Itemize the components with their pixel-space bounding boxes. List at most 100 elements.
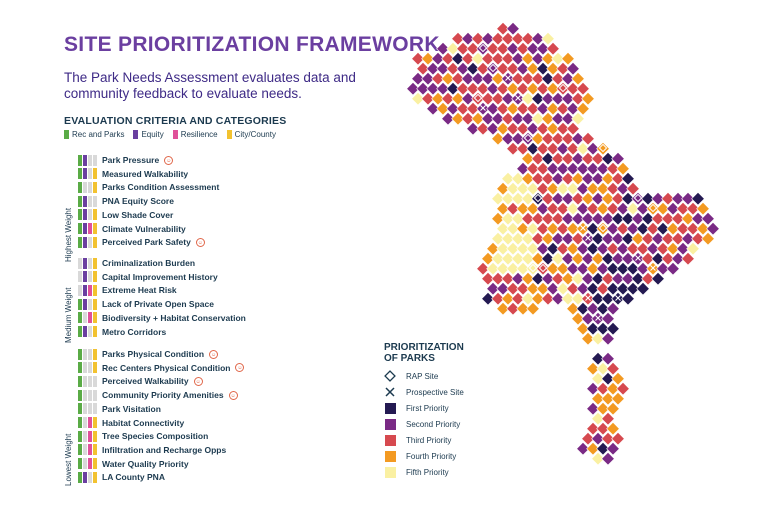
community-feedback-icon: ☺ xyxy=(228,390,238,400)
map-tile xyxy=(561,211,575,226)
map-tile xyxy=(526,121,540,136)
map-tile xyxy=(666,221,680,236)
category-bars xyxy=(78,389,97,401)
map-tile xyxy=(516,41,530,56)
map-tile xyxy=(531,31,545,46)
criteria-row: Low Shade Cover xyxy=(78,209,173,221)
map-tile xyxy=(571,111,585,126)
map-tile xyxy=(531,251,545,266)
map-tile xyxy=(551,91,565,106)
map-tile xyxy=(586,261,600,276)
map-tile xyxy=(471,51,485,66)
map-tile xyxy=(596,181,610,196)
map-tile xyxy=(546,241,560,256)
map-tile xyxy=(701,231,715,246)
map-tile xyxy=(486,281,500,296)
map-tile xyxy=(506,301,520,316)
map-tile xyxy=(626,261,640,276)
map-tile xyxy=(461,111,475,126)
category-bar xyxy=(93,375,97,387)
map-tile xyxy=(436,61,450,76)
map-tile xyxy=(411,71,425,86)
map-tile xyxy=(441,91,455,106)
map-tile xyxy=(641,191,655,206)
criteria-row: Community Priority Amenities ☺ xyxy=(78,389,238,401)
map-tile xyxy=(531,51,545,66)
map-tile xyxy=(481,271,495,286)
map-tile xyxy=(536,161,550,176)
category-bars xyxy=(78,375,97,387)
map-tile xyxy=(571,91,585,106)
map-tile xyxy=(591,451,605,466)
map-tile xyxy=(626,241,640,256)
map-tile xyxy=(551,51,565,66)
map-tile xyxy=(481,51,495,66)
map-tile xyxy=(441,111,455,126)
category-bar xyxy=(78,284,82,296)
map-legend-label: Fourth Priority xyxy=(406,451,457,461)
prospective-site-marker xyxy=(580,225,586,231)
map-tile xyxy=(436,41,450,56)
map-tile xyxy=(581,211,595,226)
map-legend-item: Fourth Priority xyxy=(384,448,464,464)
criteria-label: Rec Centers Physical Condition xyxy=(102,362,231,373)
category-bar xyxy=(93,223,97,234)
map-legend-label: Third Priority xyxy=(406,435,452,445)
category-bar xyxy=(93,257,97,269)
weight-group-label: Medium Weight xyxy=(64,287,73,343)
map-legend-label: RAP Site xyxy=(406,371,439,381)
category-bar xyxy=(88,195,92,207)
map-tile xyxy=(526,261,540,276)
map-tile xyxy=(591,371,605,386)
criteria-label: Park Visitation xyxy=(102,403,161,414)
map-tile xyxy=(451,51,465,66)
map-tile xyxy=(601,171,615,186)
map-tile xyxy=(581,431,595,446)
map-tile xyxy=(421,91,435,106)
map-tile xyxy=(516,281,530,296)
category-bar xyxy=(83,284,87,296)
map-tile xyxy=(576,181,590,196)
community-feedback-icon: ☺ xyxy=(164,155,174,165)
map-tile xyxy=(521,71,535,86)
category-bar xyxy=(83,195,87,207)
category-legend-item: Resilience xyxy=(172,130,218,139)
map-tile xyxy=(496,241,510,256)
category-bars xyxy=(78,430,97,442)
map-tile xyxy=(611,191,625,206)
category-bar xyxy=(93,154,97,166)
category-bar xyxy=(78,430,82,442)
map-tile xyxy=(511,51,525,66)
category-legend-item: City/County xyxy=(226,130,276,139)
map-tile xyxy=(521,91,535,106)
category-bar xyxy=(78,195,82,207)
category-bar xyxy=(83,471,87,483)
x-icon xyxy=(384,386,396,398)
category-bar xyxy=(93,195,97,207)
map-tile xyxy=(561,271,575,286)
map-tile xyxy=(591,291,605,306)
map-tile xyxy=(591,171,605,186)
category-bar xyxy=(88,389,92,401)
map-tile xyxy=(541,271,555,286)
criteria-row: Lack of Private Open Space xyxy=(78,298,214,310)
category-bars xyxy=(78,209,97,221)
map-tile xyxy=(516,121,530,136)
map-tile xyxy=(471,91,485,106)
category-bars xyxy=(78,458,97,470)
community-feedback-icon: ☺ xyxy=(209,349,219,359)
map-tile xyxy=(501,171,515,186)
map-tile xyxy=(556,201,570,216)
map-tile xyxy=(521,51,535,66)
map-tile xyxy=(471,31,485,46)
criteria-label: Metro Corridors xyxy=(102,326,167,337)
diamond-icon xyxy=(384,370,396,382)
criteria-row: Capital Improvement History xyxy=(78,271,218,283)
map-tile xyxy=(576,321,590,336)
map-tile xyxy=(496,221,510,236)
map-tile xyxy=(611,211,625,226)
map-tile xyxy=(656,241,670,256)
category-swatch xyxy=(226,130,232,139)
category-bar xyxy=(93,284,97,296)
prospective-site-marker xyxy=(585,235,591,241)
